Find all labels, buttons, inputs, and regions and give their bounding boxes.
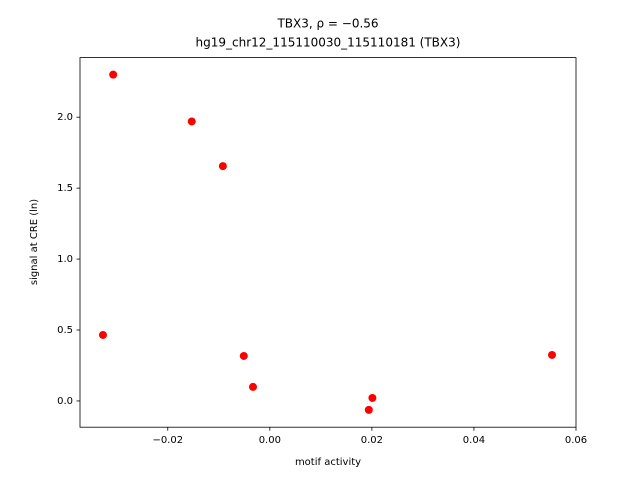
- x-tick-label: 0.06: [565, 435, 587, 446]
- x-tick-label: 0.02: [361, 435, 383, 446]
- x-tick-label: −0.02: [152, 435, 183, 446]
- x-tick-label: 0.04: [463, 435, 485, 446]
- y-tick-label: 1.0: [57, 254, 73, 265]
- x-axis-label: motif activity: [295, 457, 361, 468]
- point: [239, 351, 248, 360]
- point: [218, 162, 227, 171]
- point: [248, 382, 257, 391]
- y-tick-label: 2.0: [57, 112, 73, 123]
- plot-frame: [79, 57, 577, 428]
- y-axis-label: signal at CRE (ln): [29, 199, 40, 285]
- point: [109, 70, 118, 79]
- point: [98, 330, 107, 339]
- y-tick-label: 0.5: [57, 325, 73, 336]
- chart-subtitle: hg19_chr12_115110030_115110181 (TBX3): [196, 36, 461, 50]
- point: [368, 393, 377, 402]
- y-tick-label: 1.5: [57, 183, 73, 194]
- point: [548, 350, 557, 359]
- x-tick-label: 0.00: [259, 435, 281, 446]
- point: [364, 405, 373, 414]
- point: [187, 117, 196, 126]
- chart-title: TBX3, ρ = −0.56: [276, 17, 378, 31]
- y-tick-label: 0.0: [57, 396, 73, 407]
